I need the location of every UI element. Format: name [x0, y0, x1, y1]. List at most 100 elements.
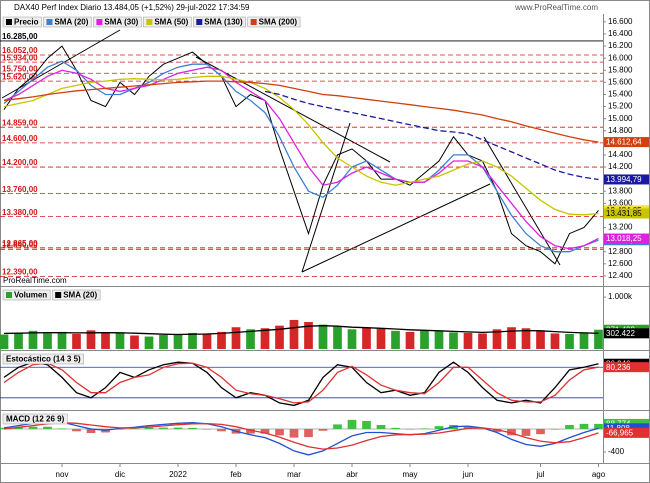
series-line	[3, 66, 599, 250]
legend-entry: SMA (30)	[93, 16, 142, 28]
bar	[362, 327, 371, 349]
bar	[478, 333, 487, 349]
y-tick-label: 15.600	[608, 77, 633, 86]
legend-box	[2, 353, 84, 365]
level-label: 16.052,00	[2, 46, 38, 55]
series-line	[3, 325, 599, 336]
bar	[492, 329, 502, 349]
value-tag-label: 80,236	[606, 363, 631, 372]
bar	[14, 427, 23, 430]
value-tag-label: 13.431,85	[606, 209, 642, 218]
legend-box	[51, 289, 101, 301]
bar	[101, 332, 110, 349]
legend-entry-label: SMA (130)	[204, 18, 243, 27]
bar	[463, 332, 473, 349]
legend-entry: SMA (20)	[51, 289, 101, 301]
bar	[376, 424, 386, 430]
y-tick-label: 15.400	[608, 90, 633, 99]
bar	[159, 334, 168, 349]
bar	[550, 429, 560, 430]
level-label: 13.380,00	[2, 208, 38, 217]
y-tick-label: 14.400	[608, 150, 633, 159]
y-tick-label: 13.800	[608, 186, 633, 195]
bar	[202, 429, 212, 430]
bar	[333, 424, 342, 430]
x-tick-label: feb	[230, 470, 242, 479]
value-tag	[604, 137, 649, 148]
x-tick-label: jun	[462, 470, 474, 479]
value-tag	[604, 208, 649, 219]
value-tag	[604, 362, 649, 373]
bar	[144, 427, 154, 430]
x-tick-label: jul	[535, 470, 544, 479]
legend-entry-label: SMA (50)	[154, 18, 188, 27]
panel-title: Estocástico (14 3 5)	[2, 353, 84, 365]
value-tag-label: 13.994,79	[606, 175, 642, 184]
legend-box	[2, 413, 68, 425]
bar	[579, 332, 589, 349]
bar	[57, 428, 67, 430]
legend-box	[2, 289, 51, 301]
bar	[521, 429, 531, 436]
legend-entry-label: Volumen	[14, 291, 47, 300]
series-line	[3, 60, 599, 253]
bar	[43, 426, 52, 430]
bar	[507, 327, 516, 349]
bar	[347, 329, 357, 349]
level-label: 16.285,00	[2, 32, 38, 41]
y-tick-label: 12.400	[608, 271, 633, 280]
legend-swatch	[6, 292, 12, 298]
bar	[188, 427, 197, 430]
series-line	[3, 75, 599, 216]
legend-entry-label: SMA (200)	[259, 18, 298, 27]
bar	[565, 333, 574, 349]
bar	[347, 419, 357, 430]
x-tick-label: nov	[56, 470, 69, 479]
y-tick-label: 14.800	[608, 126, 633, 135]
bar	[507, 429, 516, 436]
legend-entry-label: SMA (30)	[104, 18, 138, 27]
series-line	[264, 90, 599, 181]
source-label: ProRealTime.com	[3, 276, 67, 285]
bar	[115, 333, 125, 349]
legend-swatch	[55, 292, 62, 298]
value-tag-label: 302.422	[606, 329, 635, 338]
legend-swatch	[146, 19, 153, 25]
legend-box	[247, 16, 301, 28]
bar	[420, 330, 429, 349]
value-tag	[604, 174, 649, 185]
value-tag	[604, 328, 649, 339]
panel-title-label: MACD (12 26 9)	[6, 415, 65, 424]
legend-entry-label: SMA (20)	[63, 291, 97, 300]
y-tick-label: 15.000	[608, 114, 633, 123]
y-tick-label: -400	[608, 447, 625, 456]
bar	[246, 329, 255, 349]
bar	[260, 328, 270, 349]
bar	[376, 328, 386, 349]
bar	[28, 426, 38, 430]
level-label: 13.760,00	[2, 185, 38, 194]
x-tick-label: mar	[287, 470, 301, 479]
legend-entry: SMA (20)	[43, 16, 92, 28]
legend-entry-label: SMA (20)	[54, 18, 88, 27]
bar	[565, 424, 574, 430]
y-tick-label: 13.200	[608, 223, 633, 232]
bar	[173, 427, 183, 430]
y-tick-label: 16.000	[608, 53, 633, 62]
bar	[289, 429, 299, 438]
legend-swatch	[96, 19, 103, 25]
bar	[173, 333, 183, 349]
bar	[318, 429, 328, 431]
legend-swatch	[196, 19, 203, 25]
bar	[43, 333, 52, 349]
y-tick-label: 13.600	[608, 198, 633, 207]
bar	[579, 423, 589, 430]
bar	[246, 429, 255, 434]
bar	[57, 331, 67, 349]
value-tag	[604, 427, 649, 438]
trend-line	[301, 183, 491, 273]
bar	[202, 333, 212, 349]
trend-line	[1, 29, 121, 99]
